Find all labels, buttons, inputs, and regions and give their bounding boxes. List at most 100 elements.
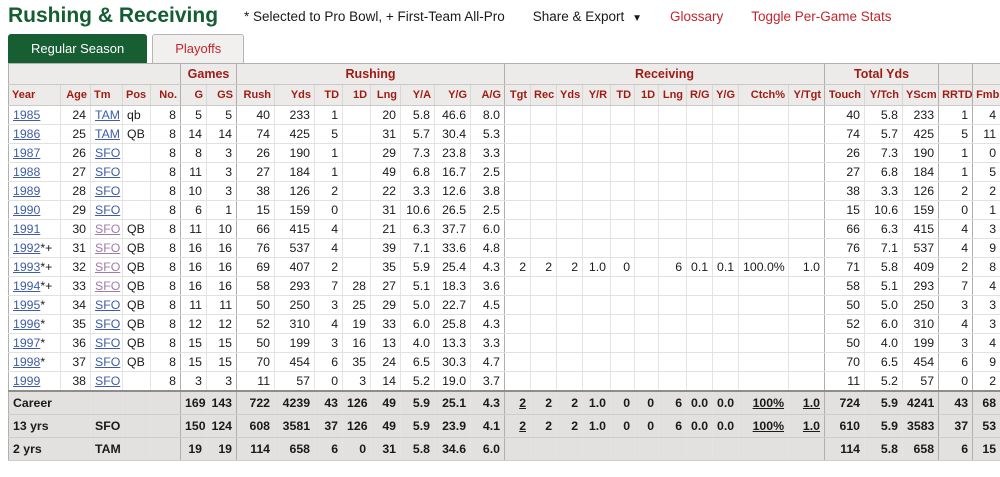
- column-header[interactable]: R/G: [686, 84, 714, 106]
- team-link[interactable]: TAM: [95, 127, 121, 141]
- year-link[interactable]: 1990: [13, 203, 41, 217]
- stat-cell: 114: [824, 437, 866, 461]
- year-link[interactable]: 1998: [13, 355, 41, 369]
- column-header[interactable]: Tgt: [504, 84, 532, 106]
- year-link[interactable]: 1988: [13, 165, 41, 179]
- column-header[interactable]: TD: [314, 84, 344, 106]
- stat-cell: [686, 352, 714, 372]
- column-header[interactable]: Y/Tch: [864, 84, 904, 106]
- team-link[interactable]: SFO: [95, 374, 121, 388]
- column-header[interactable]: Pos: [122, 84, 151, 106]
- year-link[interactable]: 1989: [13, 184, 41, 198]
- year-link[interactable]: 1987: [13, 146, 41, 160]
- stat-cell: 4241: [902, 390, 940, 415]
- stat-cell: [658, 200, 688, 220]
- column-header[interactable]: GS: [206, 84, 238, 106]
- team-link[interactable]: SFO: [95, 260, 121, 274]
- year-link[interactable]: 1999: [13, 374, 41, 388]
- team-link[interactable]: SFO: [95, 355, 121, 369]
- year-link[interactable]: 1996: [13, 317, 41, 331]
- column-header[interactable]: Lng: [370, 84, 402, 106]
- year-link[interactable]: 1985: [13, 108, 41, 122]
- column-header[interactable]: Touch: [824, 84, 866, 106]
- column-header[interactable]: Ctch%: [738, 84, 790, 106]
- stat-cell: 5.9: [400, 390, 436, 415]
- stat-cell: 24: [370, 352, 402, 372]
- column-header[interactable]: Year: [8, 84, 61, 106]
- team-link[interactable]: SFO: [95, 184, 121, 198]
- column-header[interactable]: Y/G: [434, 84, 472, 106]
- stat-cell: [686, 143, 714, 163]
- team-link[interactable]: SFO: [95, 165, 121, 179]
- team-link[interactable]: SFO: [95, 222, 121, 236]
- stat-cell: [122, 414, 151, 438]
- stat-cell: 5.8: [400, 437, 436, 461]
- column-header[interactable]: Rush: [236, 84, 276, 106]
- team-link[interactable]: SFO: [95, 203, 121, 217]
- stat-cell: 3.6: [470, 276, 506, 296]
- column-header[interactable]: Yds: [556, 84, 584, 106]
- stat-cell: [610, 143, 636, 163]
- tab-playoffs[interactable]: Playoffs: [152, 34, 245, 63]
- column-header[interactable]: Y/G: [712, 84, 740, 106]
- stat-cell: [582, 200, 612, 220]
- table-row: 1989 28 SFO 8 10 3 38 126 2 22 3.3 12.6 3.8 38 3.3 126 2…: [8, 181, 1000, 201]
- stat-cell: [788, 437, 826, 461]
- stat-cell: [556, 143, 584, 163]
- stat-cell: QB: [122, 295, 151, 315]
- year-link[interactable]: 1986: [13, 127, 41, 141]
- column-header[interactable]: Fmb: [972, 84, 1000, 106]
- column-header[interactable]: Tm: [90, 84, 123, 106]
- stat-cell: [582, 295, 612, 315]
- stat-cell: [342, 143, 372, 163]
- column-header[interactable]: YScm: [902, 84, 940, 106]
- team-link[interactable]: SFO: [95, 336, 121, 350]
- column-header[interactable]: Lng: [658, 84, 688, 106]
- column-header[interactable]: 1D: [634, 84, 660, 106]
- stat-cell: [738, 295, 790, 315]
- toggle-per-game-link[interactable]: Toggle Per-Game Stats: [751, 8, 892, 24]
- year-link[interactable]: 1992: [13, 241, 41, 255]
- stat-cell: 0: [342, 437, 372, 461]
- team-link[interactable]: SFO: [95, 241, 121, 255]
- stat-cell: [712, 333, 740, 353]
- column-header[interactable]: G: [180, 84, 208, 106]
- stat-cell: [686, 105, 714, 125]
- column-header[interactable]: Y/R: [582, 84, 612, 106]
- stat-cell: [788, 200, 826, 220]
- stat-cell: 10.6: [864, 200, 904, 220]
- column-header[interactable]: RRTD: [938, 84, 974, 106]
- column-header[interactable]: A/G: [470, 84, 506, 106]
- stat-cell: [556, 276, 584, 296]
- stat-cell: [634, 181, 660, 201]
- dropdown-arrow-icon: ▼: [632, 12, 642, 24]
- team-link[interactable]: SFO: [95, 146, 121, 160]
- team-link[interactable]: SFO: [95, 279, 121, 293]
- column-header[interactable]: Rec: [530, 84, 558, 106]
- year-link[interactable]: 1997: [13, 336, 41, 350]
- stat-cell: [610, 124, 636, 144]
- column-header[interactable]: 1D: [342, 84, 372, 106]
- column-header[interactable]: No.: [150, 84, 182, 106]
- tab-regular-season[interactable]: Regular Season: [8, 34, 148, 63]
- stat-cell: [122, 143, 151, 163]
- team-link[interactable]: SFO: [95, 317, 121, 331]
- year-link[interactable]: 1993: [13, 260, 41, 274]
- year-link[interactable]: 1991: [13, 222, 41, 236]
- glossary-link[interactable]: Glossary: [669, 8, 724, 24]
- column-header[interactable]: Age: [60, 84, 91, 106]
- share-export-menu[interactable]: Share & Export ▼: [533, 9, 642, 24]
- year-link[interactable]: 1995: [13, 298, 41, 312]
- column-header[interactable]: Y/A: [400, 84, 436, 106]
- year-link[interactable]: 1994: [13, 279, 41, 293]
- column-header[interactable]: TD: [610, 84, 636, 106]
- column-header[interactable]: Y/Tgt: [788, 84, 826, 106]
- column-header[interactable]: Yds: [274, 84, 316, 106]
- stat-cell: 5.7: [864, 124, 904, 144]
- team-link[interactable]: SFO: [95, 298, 121, 312]
- stat-cell: [530, 143, 558, 163]
- team-cell: SFO: [90, 295, 123, 315]
- stat-cell: [610, 371, 636, 392]
- team-link[interactable]: TAM: [95, 108, 121, 122]
- stat-cell: 2: [504, 414, 532, 438]
